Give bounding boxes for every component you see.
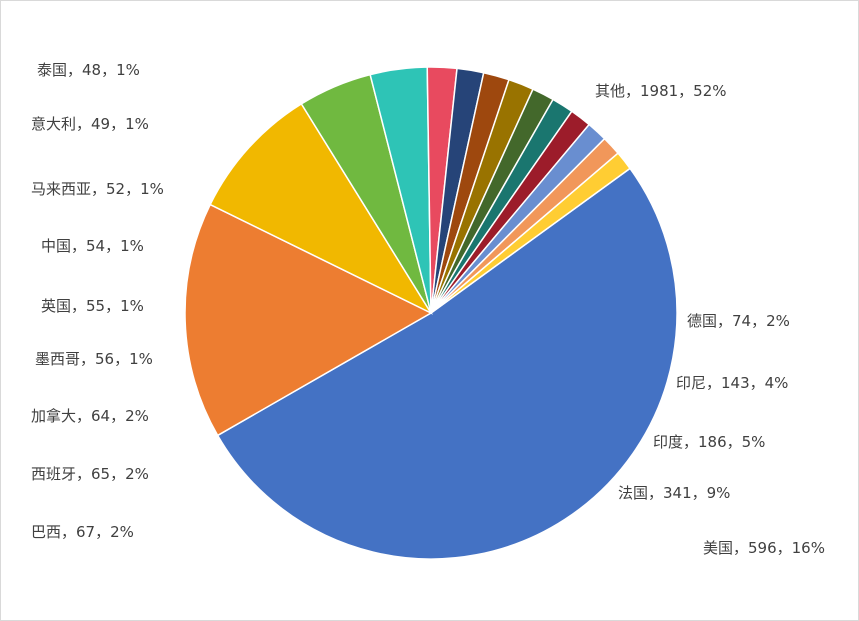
data-label-14: 泰国，48，1%: [37, 61, 140, 79]
pie-slice-14: [430, 152, 632, 314]
data-label-5: 德国，74，2%: [687, 312, 790, 330]
data-label-3: 印度，186，5%: [653, 433, 765, 451]
data-labels: 其他，1981，52% 美国，596，16% 法国，341，9% 印度，186，5% 印…: [31, 61, 825, 557]
data-label-2: 法国，341，9%: [618, 484, 730, 502]
pie-slice-1: [184, 203, 433, 437]
data-label-6: 巴西，67，2%: [31, 523, 134, 541]
data-label-0: 其他，1981，52%: [595, 82, 727, 100]
data-label-1: 美国，596，16%: [703, 539, 825, 557]
data-label-13: 意大利，49，1%: [31, 115, 149, 133]
data-label-7: 西班牙，65，2%: [31, 465, 149, 483]
data-label-9: 墨西哥，56，1%: [35, 350, 153, 368]
data-label-10: 英国，55，1%: [41, 297, 144, 315]
data-label-12: 马来西亚，52，1%: [31, 180, 164, 198]
data-label-4: 印尼，143，4%: [676, 374, 788, 392]
pie-slice-2: [209, 102, 434, 315]
data-label-8: 加拿大，64，2%: [31, 407, 149, 425]
pie-slices: [184, 66, 678, 560]
data-label-11: 中国，54，1%: [41, 237, 144, 255]
pie-slice-0: [216, 167, 678, 560]
